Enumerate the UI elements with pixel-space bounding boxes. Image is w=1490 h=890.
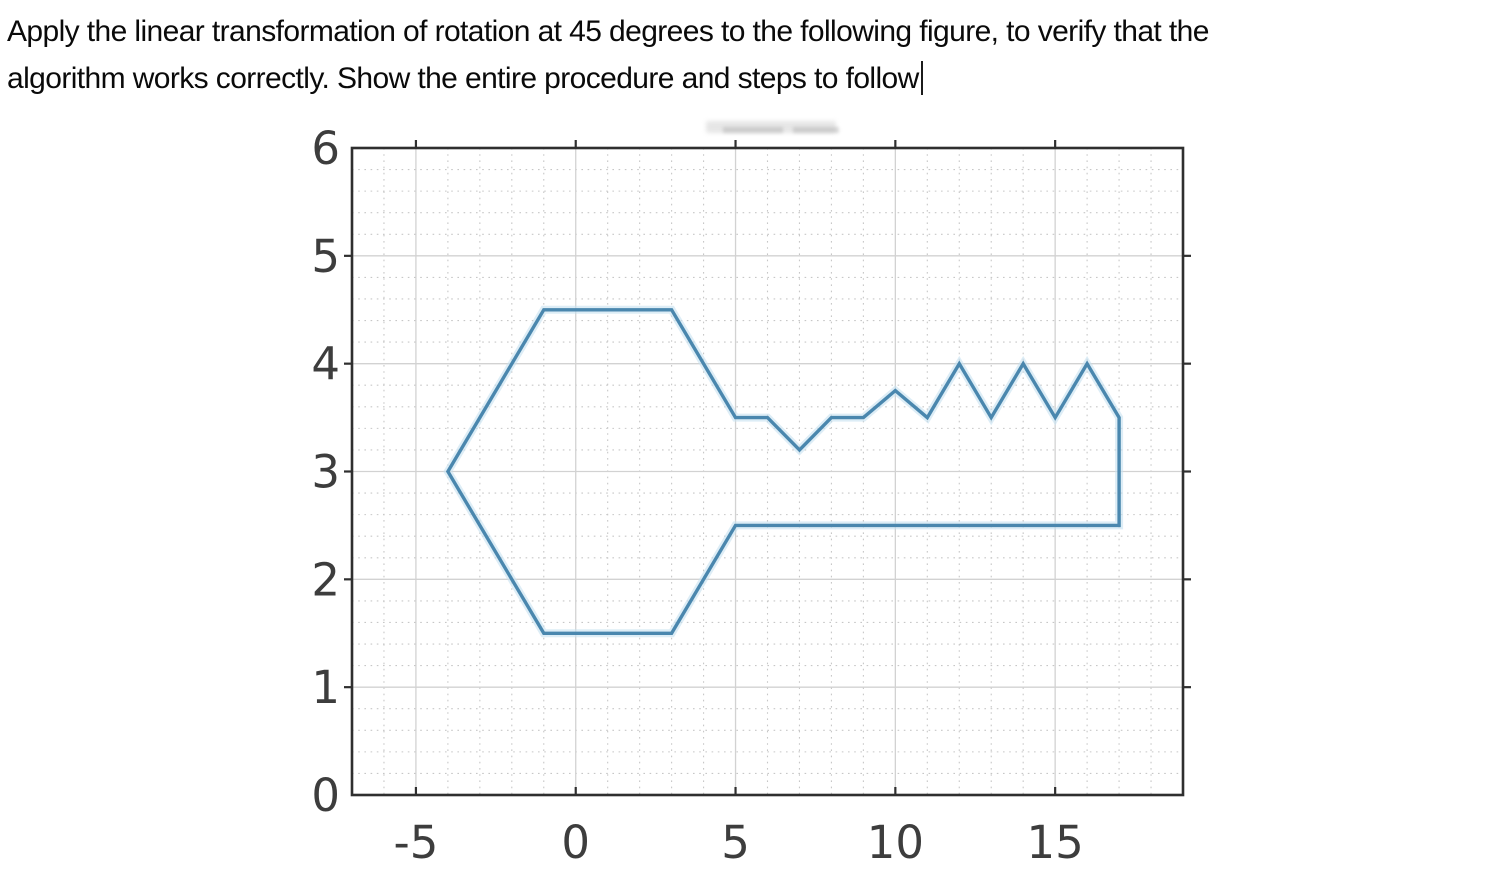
y-tick-label: 2 [311, 553, 340, 606]
y-tick-label: 0 [311, 769, 340, 822]
y-tick-label: 3 [311, 446, 340, 499]
faded-title-artifact [793, 127, 839, 133]
y-tick-labels: 0 1 2 3 4 5 6 [311, 122, 340, 822]
key-outline-path [445, 308, 1121, 635]
x-tick-labels: -5 0 5 10 15 [393, 816, 1083, 869]
y-tick-label: 4 [311, 338, 340, 391]
y-tick-label: 6 [311, 122, 340, 175]
text-cursor [920, 61, 923, 95]
grid-major [352, 148, 1183, 795]
y-tick-label: 5 [311, 230, 340, 283]
key-outline [443, 305, 1124, 638]
x-tick-label: -5 [393, 816, 438, 869]
question-line-1: Apply the linear transformation of rotat… [7, 15, 1209, 48]
x-tick-label: 5 [721, 816, 750, 869]
question-line-2: algorithm works correctly. Show the enti… [7, 55, 1485, 102]
x-tick-label: 0 [561, 816, 590, 869]
question-text[interactable]: Apply the linear transformation of rotat… [7, 8, 1485, 102]
x-tick-label: 15 [1027, 816, 1084, 869]
question-line-2-text: algorithm works correctly. Show the enti… [7, 62, 919, 95]
faded-title-artifact [723, 127, 783, 133]
faded-title-artifact [706, 121, 836, 133]
x-tick-label: 10 [867, 816, 924, 869]
axis-ticks [344, 140, 1191, 795]
y-tick-label: 1 [311, 661, 340, 714]
